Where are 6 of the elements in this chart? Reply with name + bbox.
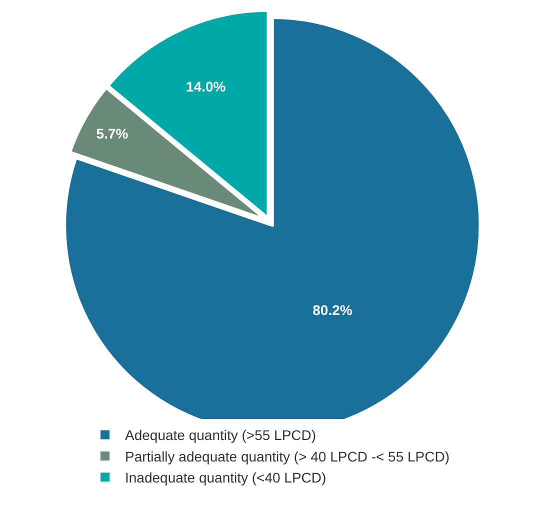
data-label: 14.0%	[186, 78, 226, 94]
data-label: 5.7%	[96, 126, 129, 142]
legend-label: Inadequate quantity (<40 LPCD)	[125, 470, 326, 486]
legend-label: Partially adequate quantity (> 40 LPCD -< 55 LPCD)	[125, 448, 450, 464]
data-label: 80.2%	[312, 302, 353, 318]
legend-label: Adequate quantity (>55 LPCD)	[125, 427, 316, 444]
